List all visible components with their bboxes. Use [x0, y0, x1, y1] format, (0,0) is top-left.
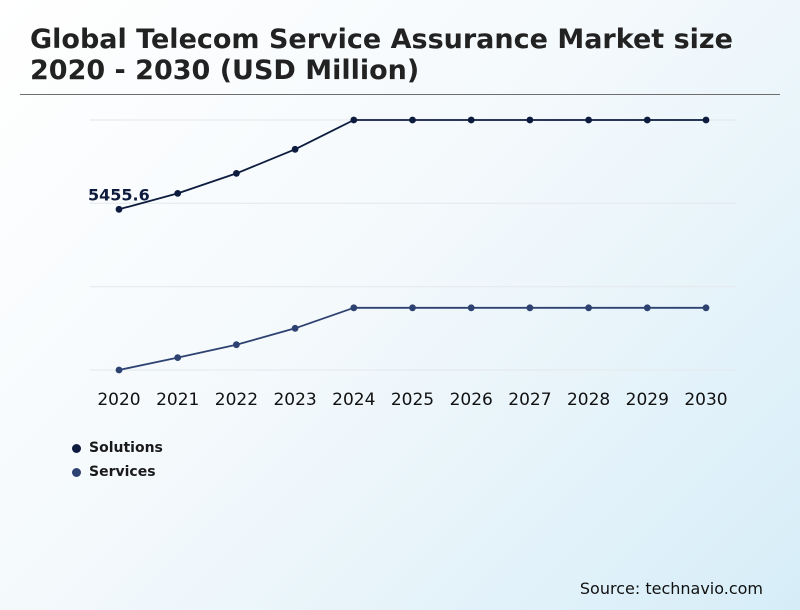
point-solutions-2029 — [643, 116, 651, 124]
x-tick-2024: 2024 — [332, 390, 375, 410]
series-line-solutions — [118, 119, 706, 211]
chart-title: Global Telecom Service Assurance Market … — [30, 24, 733, 86]
x-axis-ticks: 2020 2021 2022 2023 2024 2025 2026 2027 2028 2029… — [97, 390, 727, 410]
x-tick-2027: 2027 — [508, 390, 551, 410]
point-services-2020 — [115, 366, 123, 374]
x-tick-2021: 2021 — [156, 390, 199, 410]
legend-label-solutions: Solutions — [89, 440, 163, 456]
point-solutions-2030 — [702, 116, 710, 124]
grid-lines — [90, 119, 736, 371]
point-services-2028 — [585, 304, 592, 312]
point-services-2023 — [291, 324, 299, 332]
point-services-2030 — [702, 304, 710, 312]
legend-marker-services — [72, 467, 81, 477]
point-solutions-2027 — [526, 116, 534, 124]
point-services-2025 — [409, 304, 416, 312]
x-tick-2025: 2025 — [391, 390, 434, 410]
legend: Solutions Services — [72, 436, 163, 484]
series-lines — [118, 119, 706, 371]
point-solutions-2020 — [115, 205, 123, 213]
legend-marker-solutions — [72, 443, 81, 453]
point-solutions-2026 — [467, 116, 475, 124]
legend-label-services: Services — [89, 464, 156, 480]
legend-item-solutions: Solutions — [72, 436, 163, 460]
point-services-2027 — [526, 304, 534, 312]
point-services-2029 — [643, 304, 651, 312]
point-services-2026 — [467, 304, 475, 312]
point-solutions-2021 — [174, 190, 182, 197]
title-divider — [20, 94, 780, 95]
x-tick-2026: 2026 — [450, 390, 493, 410]
legend-item-services: Services — [72, 460, 163, 484]
x-tick-2022: 2022 — [215, 390, 258, 410]
x-tick-2028: 2028 — [567, 390, 610, 410]
point-services-2024 — [350, 304, 358, 312]
point-solutions-2024 — [350, 116, 358, 124]
x-tick-2023: 2023 — [273, 390, 316, 410]
point-solutions-2023 — [291, 145, 299, 153]
x-tick-2020: 2020 — [97, 390, 140, 410]
series-points — [115, 116, 710, 374]
data-labels: 5455.6 — [88, 185, 150, 204]
x-tick-2029: 2029 — [626, 390, 669, 410]
x-tick-2030: 2030 — [684, 390, 727, 410]
point-solutions-2028 — [585, 116, 592, 124]
data-label-0: 5455.6 — [88, 185, 150, 204]
point-services-2021 — [174, 354, 182, 361]
point-solutions-2022 — [233, 170, 240, 177]
series-line-services — [118, 306, 706, 371]
source-note: Source: technavio.com — [579, 579, 763, 598]
point-solutions-2025 — [409, 116, 416, 124]
point-services-2022 — [233, 341, 240, 349]
